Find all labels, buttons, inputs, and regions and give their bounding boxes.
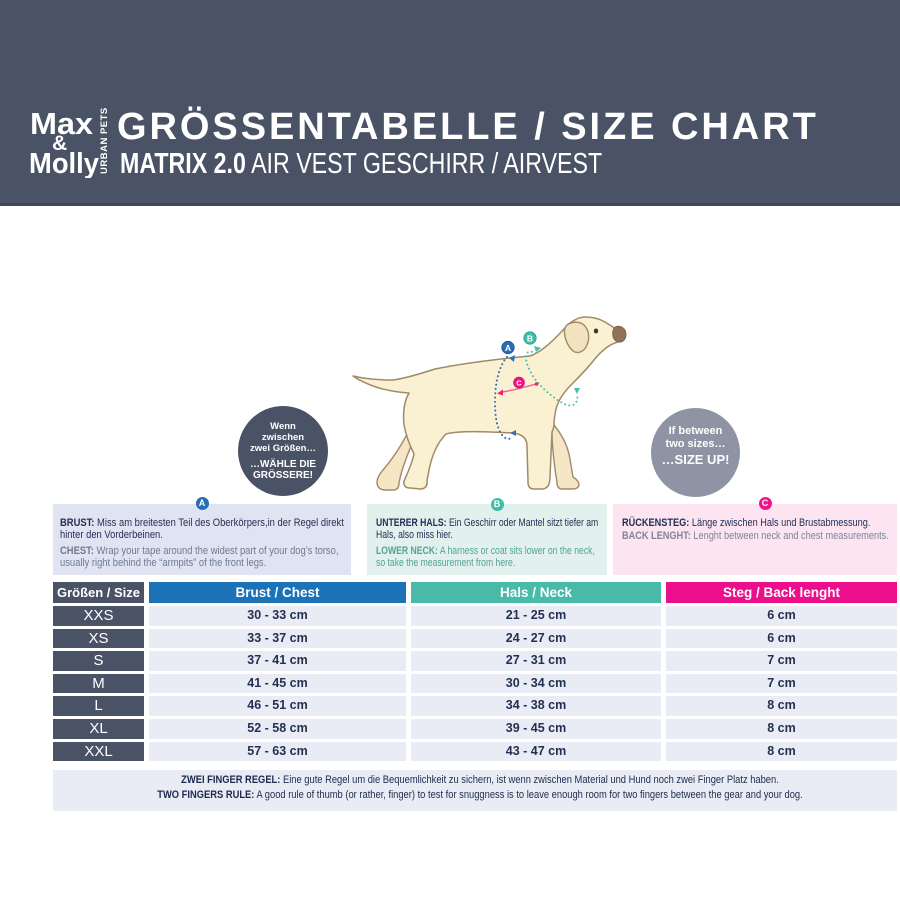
svg-text:C: C	[516, 379, 522, 388]
svg-text:&: &	[52, 132, 67, 155]
svg-text:Molly: Molly	[29, 148, 99, 178]
svg-text:Max: Max	[30, 106, 94, 141]
svg-text:A: A	[505, 343, 511, 353]
svg-text:URBAN PETS: URBAN PETS	[99, 107, 110, 174]
svg-text:B: B	[527, 333, 533, 343]
